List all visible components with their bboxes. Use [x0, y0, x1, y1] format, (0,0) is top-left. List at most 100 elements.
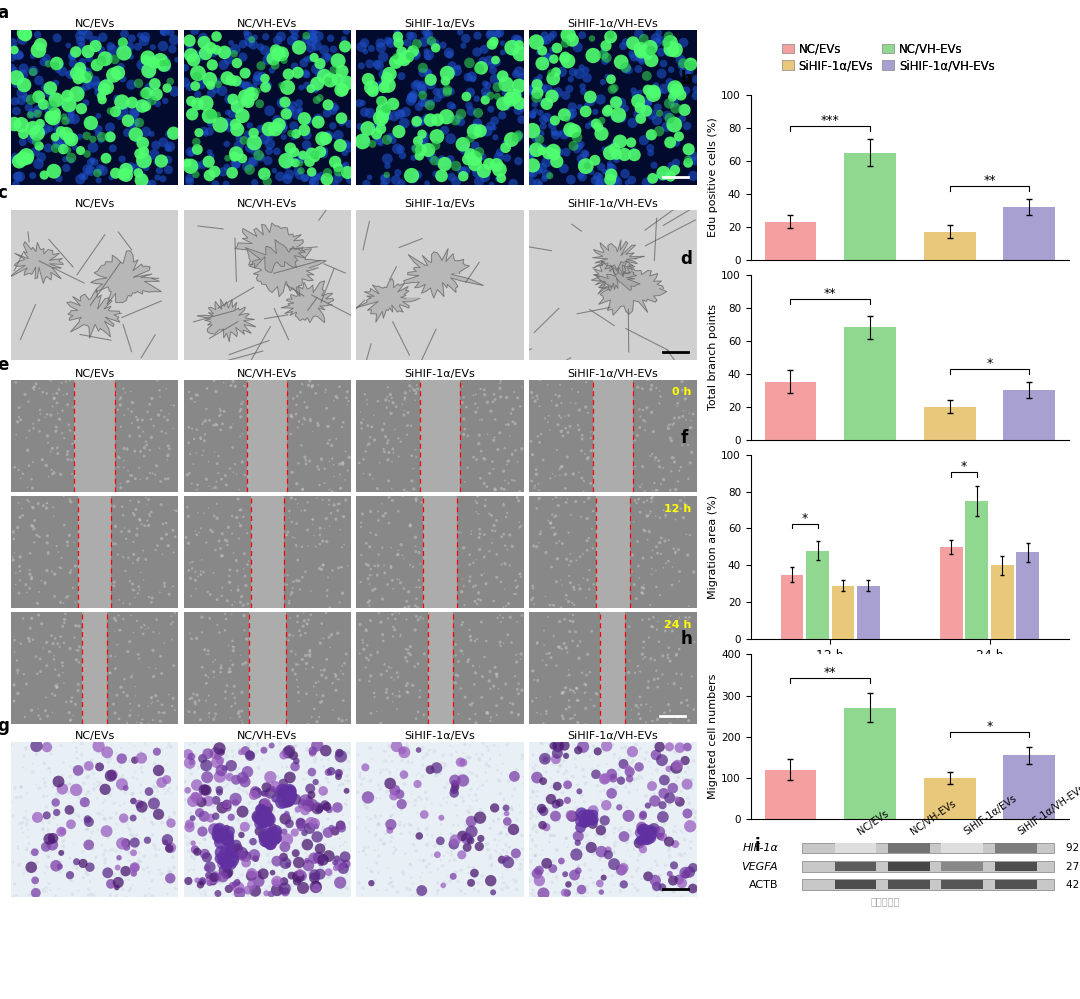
Point	[232, 501, 249, 517]
Point	[505, 764, 523, 780]
Point	[54, 781, 71, 797]
Point	[685, 860, 702, 876]
Bar	[596, 496, 630, 608]
Point	[584, 806, 602, 822]
Point	[36, 825, 53, 841]
Point	[328, 799, 346, 815]
Point	[297, 456, 314, 472]
Point	[188, 134, 205, 150]
Point	[118, 889, 135, 905]
Point	[637, 714, 654, 730]
Point	[537, 776, 554, 792]
Point	[410, 742, 428, 758]
Point	[289, 496, 307, 511]
Point	[660, 639, 677, 655]
Point	[206, 176, 224, 192]
Point	[539, 866, 556, 882]
Point	[215, 870, 232, 886]
Point	[50, 861, 67, 877]
Point	[298, 137, 315, 153]
Point	[569, 858, 586, 874]
Point	[540, 408, 557, 424]
Point	[485, 461, 502, 477]
Point	[111, 109, 129, 125]
Point	[500, 476, 517, 492]
Point	[119, 441, 136, 457]
Point	[21, 887, 38, 903]
Point	[623, 563, 640, 579]
Point	[25, 48, 42, 64]
Text: e: e	[0, 356, 9, 374]
Point	[480, 742, 497, 758]
Point	[28, 134, 45, 150]
Point	[514, 776, 531, 792]
Point	[576, 794, 593, 810]
Text: 27 kDa: 27 kDa	[1066, 861, 1080, 871]
Point	[417, 24, 434, 40]
Point	[140, 830, 158, 846]
Point	[465, 865, 483, 881]
Point	[301, 373, 319, 389]
Point	[112, 867, 130, 883]
Point	[193, 659, 211, 675]
Point	[382, 870, 400, 886]
Point	[482, 403, 499, 419]
Point	[603, 71, 620, 87]
Point	[233, 151, 251, 167]
Point	[160, 736, 177, 752]
Point	[539, 32, 556, 48]
Point	[254, 68, 271, 84]
Point	[125, 831, 143, 847]
Point	[673, 111, 690, 127]
Point	[129, 771, 146, 787]
Point	[334, 877, 351, 893]
Point	[651, 828, 669, 844]
Point	[297, 170, 314, 186]
Point	[505, 90, 523, 106]
Point	[416, 128, 433, 144]
Point	[534, 33, 551, 49]
Point	[96, 811, 113, 827]
Point	[340, 140, 357, 156]
Point	[153, 814, 171, 830]
Point	[644, 490, 661, 505]
Point	[100, 864, 118, 880]
Point	[436, 156, 454, 172]
Point	[488, 546, 505, 562]
Point	[274, 841, 292, 857]
Point	[66, 857, 83, 873]
Point	[44, 500, 62, 515]
Point	[608, 152, 625, 168]
Point	[545, 597, 563, 613]
Point	[203, 754, 220, 770]
Point	[665, 498, 683, 513]
Point	[89, 790, 106, 806]
Point	[688, 81, 705, 97]
Point	[54, 139, 71, 155]
Point	[673, 875, 690, 891]
Point	[248, 83, 266, 99]
Point	[571, 580, 589, 596]
Point	[411, 579, 429, 595]
Point	[307, 785, 324, 801]
Point	[43, 98, 60, 114]
Point	[139, 50, 157, 66]
Point	[562, 623, 579, 639]
Point	[40, 761, 57, 777]
Point	[529, 392, 546, 408]
Point	[677, 764, 694, 780]
Point	[617, 101, 634, 117]
Point	[318, 783, 335, 799]
Point	[631, 420, 648, 436]
Point	[202, 115, 219, 131]
Point	[328, 820, 346, 836]
Point	[686, 881, 703, 897]
Point	[382, 816, 400, 832]
Point	[326, 854, 343, 870]
Point	[193, 77, 211, 93]
Point	[522, 143, 539, 159]
Point	[32, 149, 50, 165]
Point	[178, 745, 195, 761]
Point	[204, 481, 221, 497]
Point	[156, 24, 173, 40]
